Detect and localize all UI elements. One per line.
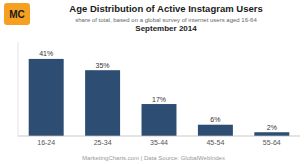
data-label: 35% <box>96 62 110 69</box>
data-label: 6% <box>210 116 220 123</box>
x-tick-label: 35-44 <box>150 139 168 146</box>
footer: MarketingCharts.com | Data Source: Globa… <box>82 155 225 161</box>
chart: MC Age Distribution of Active Instagram U… <box>0 0 307 164</box>
logo: MC <box>4 3 30 25</box>
bar <box>29 59 64 136</box>
data-label: 17% <box>152 96 166 103</box>
logo-text: MC <box>9 9 25 20</box>
y-axis-line <box>18 42 19 136</box>
x-tick-label: 25-34 <box>94 139 112 146</box>
bar <box>198 125 233 136</box>
logo-badge <box>4 3 30 25</box>
bar <box>254 132 289 136</box>
subtitle-date: September 2014 <box>135 24 197 33</box>
bar <box>142 104 177 136</box>
subtitle: share of total, based on a global survey… <box>75 17 257 23</box>
x-tick-label: 16-24 <box>37 139 55 146</box>
data-label: 2% <box>267 124 277 131</box>
x-axis-line <box>18 136 300 137</box>
x-tick-label: 45-54 <box>206 139 224 146</box>
bar <box>85 70 120 136</box>
data-label: 41% <box>39 50 53 57</box>
bars <box>29 59 290 136</box>
title: Age Distribution of Active Instagram Use… <box>69 3 262 14</box>
x-tick-label: 55-64 <box>263 139 281 146</box>
labels: 41% 16-24 35% 25-34 17% 35-44 6% 45-54 2% 55-64 <box>37 50 281 146</box>
